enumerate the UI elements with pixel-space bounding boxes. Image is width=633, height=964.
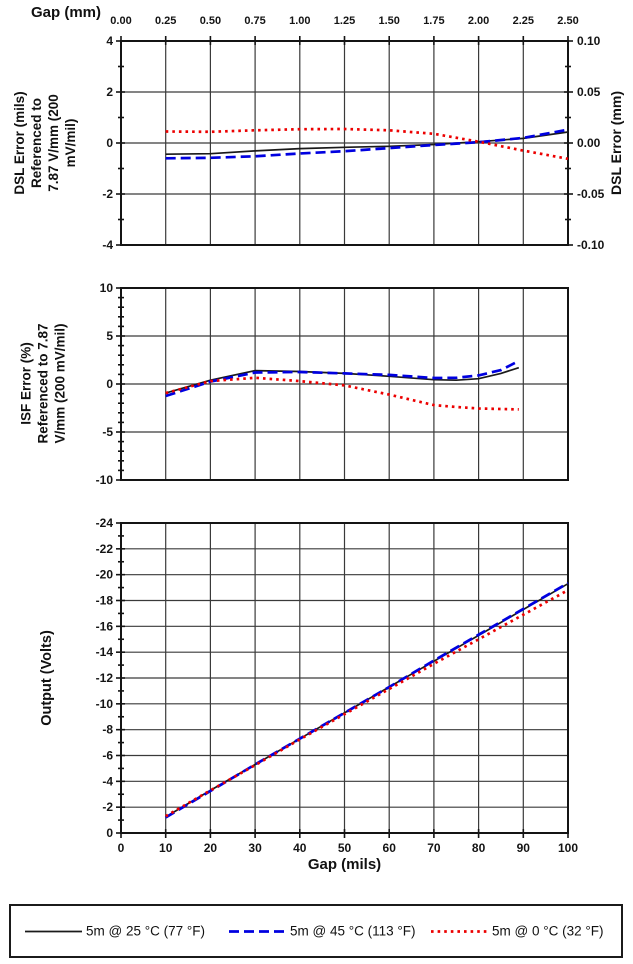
grid [120, 40, 569, 246]
isf-error-axis-label: ISF Error (%) Referenced to 7.87 V/mm (2… [18, 323, 68, 444]
tick-label: 80 [472, 841, 486, 855]
axis-tick-labels: 4 2 0 -2 -4 0.10 0.05 0.00 -0.05 -0.10 0.00 0.25 0.5… [102, 15, 604, 252]
tick-label: 0 [106, 136, 113, 150]
grid [120, 522, 569, 834]
chart-1: 10 5 0 -5 -10 [96, 281, 569, 487]
tick-label: -10 [96, 697, 114, 711]
dsl-error-left-axis-label: DSL Error (mils) Referenced to 7.87 V/mm… [12, 91, 78, 195]
tick-label: -20 [96, 568, 114, 582]
tick-label: 0.00 [110, 15, 131, 27]
tick-label: 0.25 [155, 15, 176, 27]
series-line [165, 366, 520, 394]
tick-label: 0.05 [577, 85, 601, 99]
legend-line-sample-icon [431, 929, 488, 933]
tick-label: -22 [96, 542, 114, 556]
series-line [165, 589, 569, 818]
tick-label: -14 [96, 645, 114, 659]
series-line [165, 376, 519, 411]
tick-label: 0.75 [244, 15, 265, 27]
legend-entry: 5m @ 45 °C (113 °F) [229, 924, 416, 939]
tick-label: 1.00 [289, 15, 310, 27]
tick-label: 50 [338, 841, 352, 855]
tick-label: 40 [293, 841, 307, 855]
series-line [165, 359, 520, 398]
tick-label: 0 [106, 826, 113, 840]
axis-ticks [116, 522, 569, 838]
tick-label: -18 [96, 594, 114, 608]
tick-label: 30 [248, 841, 262, 855]
series-line [165, 127, 569, 161]
tick-label: 2.25 [513, 15, 534, 27]
legend-box: 5m @ 25 °C (77 °F) 5m @ 45 °C (113 °F) 5… [9, 904, 623, 958]
tick-label: -0.05 [577, 187, 605, 201]
bottom-axis-title: Gap (mils) [307, 856, 382, 873]
tick-label: 0 [106, 377, 113, 391]
legend-label: 5m @ 45 °C (113 °F) [290, 923, 416, 939]
legend-line-sample-icon [229, 929, 286, 933]
tick-label: 100 [558, 841, 578, 855]
legend-label: 5m @ 25 °C (77 °F) [86, 923, 206, 939]
tick-label: -12 [96, 671, 114, 685]
tick-label: 0.10 [577, 34, 601, 48]
tick-label: 0 [118, 841, 125, 855]
axis-tick-labels: -24-22-20-18-16-14-12-10-8-6-4-200 10 20 30… [96, 516, 579, 855]
axis-ticks [116, 287, 125, 481]
output-axis-label: Output (Volts) [39, 630, 55, 726]
grid [120, 287, 569, 481]
legend-label: 5m @ 0 °C (32 °F) [492, 923, 604, 939]
series-line [165, 128, 569, 160]
tick-label: 5 [106, 329, 113, 343]
axis-tick-labels: 10 5 0 -5 -10 [96, 281, 114, 487]
tick-label: -4 [102, 774, 113, 788]
chart-2: -24-22-20-18-16-14-12-10-8-6-4-200 10 20 30… [96, 516, 579, 855]
tick-label: 1.25 [334, 15, 355, 27]
tick-label: -10 [96, 473, 114, 487]
charts-canvas: 420-2-40.100.050.00-0.05-0.100.00 0.25 0.5… [96, 15, 605, 855]
tick-label: 1.50 [378, 15, 399, 27]
tick-label: -6 [102, 749, 113, 763]
legend-line-sample-icon [25, 930, 82, 932]
series-line [165, 581, 569, 819]
tick-label: 60 [383, 841, 397, 855]
tick-label: -0.10 [577, 238, 605, 252]
tick-label: 20 [204, 841, 218, 855]
tick-label: -4 [102, 238, 113, 252]
tick-label: 70 [427, 841, 441, 855]
tick-label: 10 [100, 281, 114, 295]
tick-label: 4 [106, 34, 113, 48]
tick-label: -8 [102, 723, 113, 737]
tick-label: 0.00 [577, 136, 601, 150]
tick-label: 2 [106, 85, 113, 99]
legend-entry: 5m @ 25 °C (77 °F) [25, 924, 205, 939]
legend-entry: 5m @ 0 °C (32 °F) [431, 924, 604, 939]
tick-label: -16 [96, 619, 114, 633]
tick-label: 1.75 [423, 15, 444, 27]
tick-label: 10 [159, 841, 173, 855]
top-axis-title: Gap (mm) [31, 4, 102, 21]
chart-0: 4 2 0 -2 -4 0.10 0.05 0.00 -0.05 -0.10 0.00 0.25 0.5… [102, 15, 604, 252]
tick-label: 2.50 [557, 15, 578, 27]
axis-ticks [116, 36, 573, 246]
tick-label: -5 [102, 425, 113, 439]
tick-label: 2.00 [468, 15, 489, 27]
tick-label: -24 [96, 516, 114, 530]
dsl-error-right-axis-label: DSL Error (mm) [608, 91, 624, 195]
tick-label: 90 [517, 841, 531, 855]
tick-label: 0.50 [200, 15, 221, 27]
tick-label: -2 [102, 187, 113, 201]
tick-label: -2 [102, 800, 113, 814]
